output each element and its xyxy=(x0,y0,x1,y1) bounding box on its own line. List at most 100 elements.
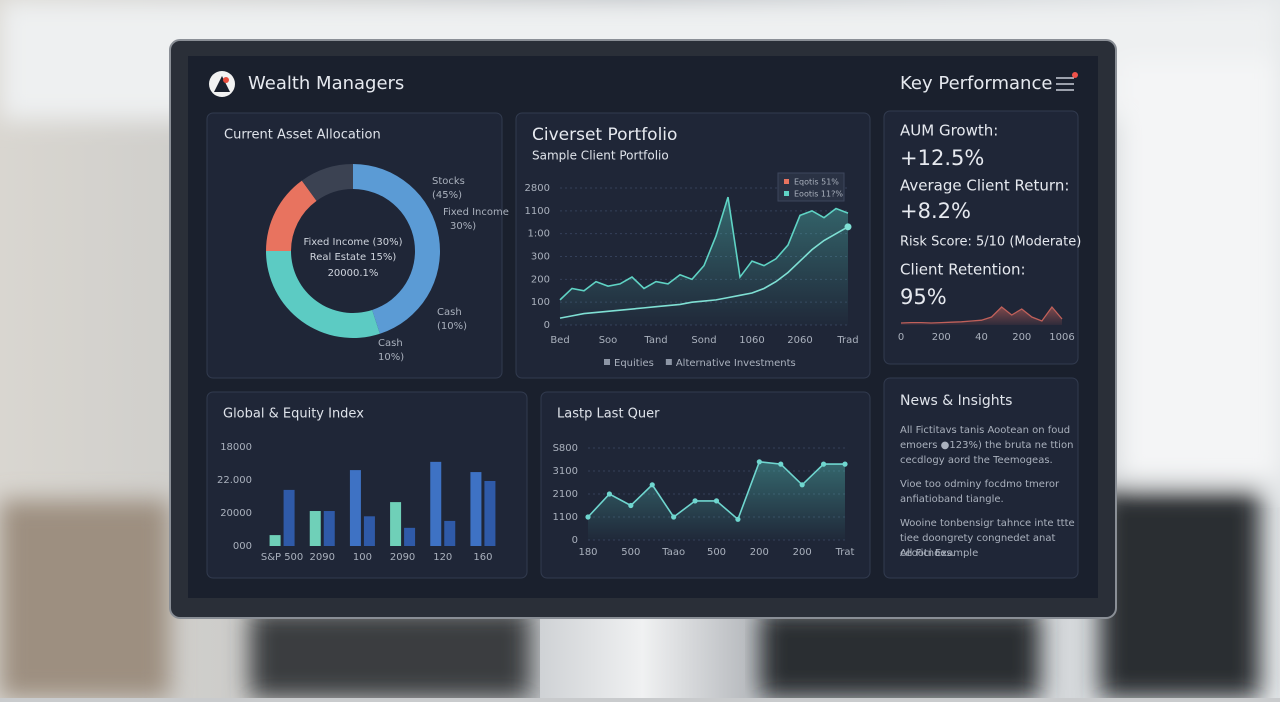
kpi-text: +12.5% xyxy=(900,146,984,170)
panel-title: Civerset Portfolio xyxy=(532,125,677,145)
inset-label: Eqotis 51% xyxy=(794,178,839,187)
bar xyxy=(323,511,335,546)
menu-icon[interactable] xyxy=(1056,77,1074,91)
inset-legend xyxy=(777,172,845,202)
panel xyxy=(883,110,1079,365)
y-tick-label: 1100 xyxy=(553,512,578,523)
point xyxy=(842,461,848,467)
x-tick-label: 2090 xyxy=(390,552,415,563)
y-tick-label: 22.000 xyxy=(217,475,252,486)
x-tick-label: Tand xyxy=(643,335,667,346)
x-tick-label: Bed xyxy=(550,335,569,346)
news-footer: All Fici Example xyxy=(900,548,978,559)
legend-label: Alternative Investments xyxy=(676,358,796,369)
news-line: Wooine tonbensigr tahnce inte ttte xyxy=(900,518,1075,529)
segment-label: Cash xyxy=(437,307,462,318)
section-title: Key Performance xyxy=(900,73,1052,94)
bar xyxy=(484,480,496,546)
point xyxy=(778,461,784,467)
bar xyxy=(430,461,442,546)
x-tick-label: Trat xyxy=(835,547,855,558)
x-tick-label: 40 xyxy=(975,332,988,343)
y-tick-label: 200 xyxy=(531,274,550,285)
point xyxy=(628,502,634,509)
inset-swatch xyxy=(784,191,789,196)
point xyxy=(820,461,827,467)
series-line xyxy=(559,196,849,301)
panel-subtitle: Sample Client Portfolio xyxy=(532,149,669,163)
y-tick-label: 0 xyxy=(544,320,550,331)
area-fill xyxy=(901,307,1062,325)
news-line: ceootnoes. xyxy=(900,548,955,559)
donut-segment xyxy=(266,180,317,251)
series-line xyxy=(559,226,849,319)
y-tick-label: 0 xyxy=(572,535,578,546)
point xyxy=(585,514,591,520)
segment-label: Stocks xyxy=(432,176,465,187)
bar xyxy=(269,535,281,546)
kpi-text: Client Retention: xyxy=(900,261,1026,279)
logo-dot xyxy=(223,77,229,83)
x-tick-label: 200 xyxy=(1012,332,1031,343)
y-tick-label: 1:00 xyxy=(528,229,550,240)
segment-value-label: 30%) xyxy=(450,221,476,232)
y-tick-label: 2800 xyxy=(525,183,550,194)
panel-title: News & Insights xyxy=(900,393,1012,409)
area-fill xyxy=(560,197,848,325)
point xyxy=(756,459,762,465)
panel-title: Current Asset Allocation xyxy=(224,128,381,143)
legend-swatch xyxy=(604,359,610,365)
point xyxy=(735,516,741,522)
donut-segment xyxy=(266,251,380,338)
bar xyxy=(283,489,295,546)
x-tick-label: 1006 xyxy=(1049,332,1074,343)
legend-swatch xyxy=(665,359,672,365)
x-tick-label: Trad xyxy=(836,335,858,346)
news-line: cecdlogy aord the Teemogeas. xyxy=(900,455,1053,466)
x-tick-label: 1060 xyxy=(739,335,764,346)
panel-title: Lastp Last Quer xyxy=(557,407,660,422)
segment-value-label: 15%) xyxy=(370,252,396,263)
x-tick-label: 0 xyxy=(898,332,904,343)
bar xyxy=(404,527,416,546)
monitor-stand xyxy=(540,610,745,698)
kpi-text: Average Client Return: xyxy=(900,177,1069,195)
y-tick-label: 300 xyxy=(531,252,550,263)
x-tick-label: 120 xyxy=(433,552,452,563)
x-tick-label: 200 xyxy=(932,332,951,343)
point xyxy=(799,482,805,488)
x-tick-label: 200 xyxy=(750,547,769,558)
panels xyxy=(206,110,1079,579)
segment-label: Real Estate xyxy=(310,252,366,263)
point xyxy=(606,491,613,497)
point xyxy=(671,514,677,520)
y-tick-label: 3100 xyxy=(553,466,578,477)
bar xyxy=(349,470,361,546)
kpi-text: +8.2% xyxy=(900,199,971,223)
x-tick-label: 200 xyxy=(793,547,812,558)
segment-value-label: (10%) xyxy=(437,321,467,332)
donut-segment xyxy=(301,164,353,201)
panel xyxy=(206,112,503,379)
x-tick-label: Soo xyxy=(599,335,618,346)
x-tick-label: 2060 xyxy=(787,335,812,346)
y-tick-label: 1100 xyxy=(525,206,550,217)
annotation: Cash xyxy=(378,338,403,349)
area-line xyxy=(900,305,1063,324)
y-tick-label: 18000 xyxy=(220,442,252,453)
point xyxy=(692,498,698,504)
bar xyxy=(363,516,375,546)
news-line: tiee doongrety congnedet anat xyxy=(900,533,1055,544)
x-tick-label: 100 xyxy=(353,552,372,563)
x-tick-label: Taao xyxy=(661,547,685,558)
donut-segment xyxy=(353,164,440,334)
inset-swatch xyxy=(784,179,789,184)
segment-label: Fixed Income xyxy=(443,207,509,218)
x-tick-label: S&P 500 xyxy=(261,552,303,563)
panel-title: Global & Equity Index xyxy=(223,407,364,422)
x-tick-label: 500 xyxy=(621,547,640,558)
point xyxy=(713,498,720,504)
x-tick-label: 2090 xyxy=(310,552,335,563)
